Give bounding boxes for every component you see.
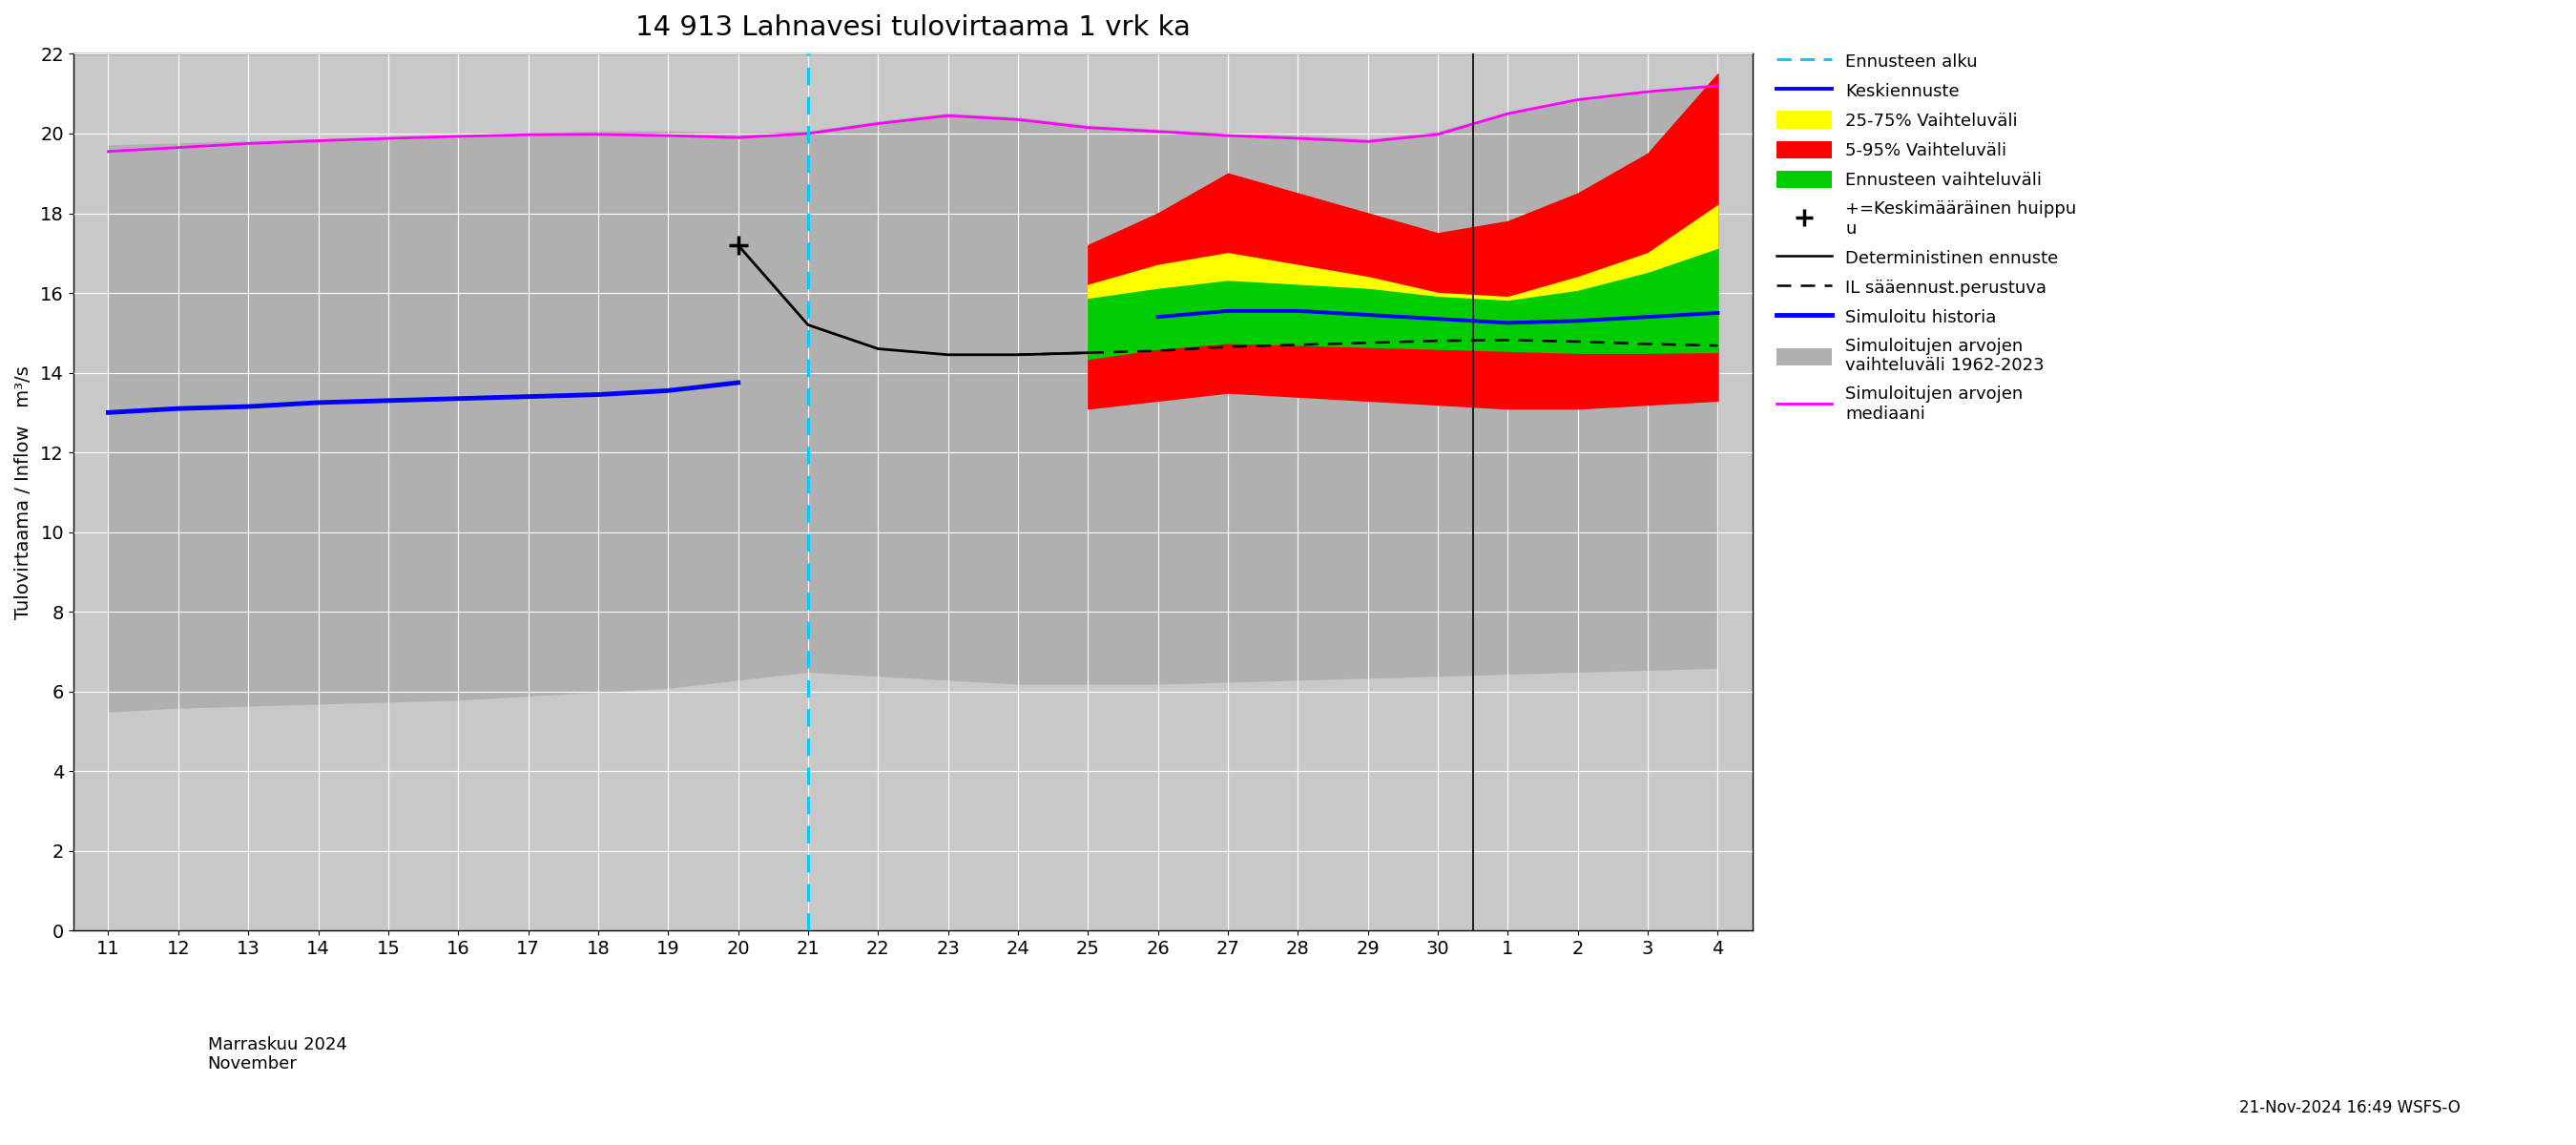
Text: 21-Nov-2024 16:49 WSFS-O: 21-Nov-2024 16:49 WSFS-O: [2239, 1099, 2460, 1116]
Text: Marraskuu 2024
November: Marraskuu 2024 November: [209, 1036, 348, 1073]
Title: 14 913 Lahnavesi tulovirtaama 1 vrk ka: 14 913 Lahnavesi tulovirtaama 1 vrk ka: [636, 14, 1190, 41]
Y-axis label: Tulovirtaama / Inflow   m³/s: Tulovirtaama / Inflow m³/s: [15, 365, 33, 619]
Legend: Ennusteen alku, Keskiennuste, 25-75% Vaihteluväli, 5-95% Vaihteluväli, Ennusteen: Ennusteen alku, Keskiennuste, 25-75% Vai…: [1770, 45, 2084, 429]
